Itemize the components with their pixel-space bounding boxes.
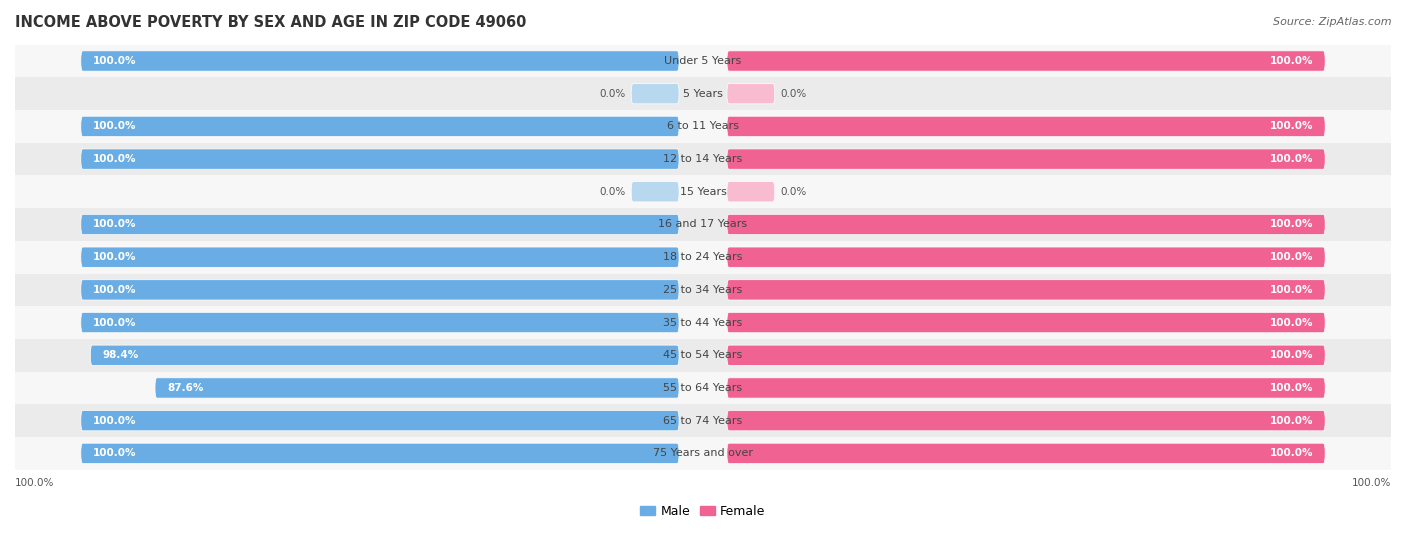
- Bar: [15, 143, 1391, 176]
- Bar: [15, 437, 1391, 470]
- Text: 100.0%: 100.0%: [93, 154, 136, 164]
- Text: 100.0%: 100.0%: [15, 478, 55, 488]
- FancyBboxPatch shape: [631, 182, 679, 202]
- Text: 98.4%: 98.4%: [103, 350, 139, 360]
- Text: 100.0%: 100.0%: [1270, 318, 1313, 328]
- Text: 100.0%: 100.0%: [1270, 383, 1313, 393]
- Bar: [15, 208, 1391, 241]
- FancyBboxPatch shape: [727, 443, 1326, 463]
- Text: 100.0%: 100.0%: [93, 56, 136, 66]
- Text: 100.0%: 100.0%: [93, 416, 136, 425]
- Bar: [15, 404, 1391, 437]
- FancyBboxPatch shape: [631, 83, 679, 104]
- Legend: Male, Female: Male, Female: [636, 500, 770, 523]
- Text: 35 to 44 Years: 35 to 44 Years: [664, 318, 742, 328]
- FancyBboxPatch shape: [727, 280, 1326, 300]
- FancyBboxPatch shape: [727, 247, 1326, 267]
- Text: 100.0%: 100.0%: [93, 220, 136, 230]
- FancyBboxPatch shape: [727, 83, 775, 104]
- Bar: [15, 77, 1391, 110]
- Text: 15 Years: 15 Years: [679, 187, 727, 197]
- Text: 100.0%: 100.0%: [1270, 448, 1313, 458]
- Text: INCOME ABOVE POVERTY BY SEX AND AGE IN ZIP CODE 49060: INCOME ABOVE POVERTY BY SEX AND AGE IN Z…: [15, 15, 526, 30]
- Text: 25 to 34 Years: 25 to 34 Years: [664, 285, 742, 295]
- FancyBboxPatch shape: [727, 51, 1326, 71]
- FancyBboxPatch shape: [90, 345, 679, 366]
- Text: 100.0%: 100.0%: [93, 448, 136, 458]
- Text: 100.0%: 100.0%: [1270, 56, 1313, 66]
- Text: 16 and 17 Years: 16 and 17 Years: [658, 220, 748, 230]
- Bar: [15, 176, 1391, 208]
- Text: 0.0%: 0.0%: [599, 187, 626, 197]
- Text: 87.6%: 87.6%: [167, 383, 204, 393]
- Text: 5 Years: 5 Years: [683, 89, 723, 99]
- FancyBboxPatch shape: [727, 116, 1326, 136]
- FancyBboxPatch shape: [727, 378, 1326, 398]
- Bar: [15, 273, 1391, 306]
- Bar: [15, 306, 1391, 339]
- Text: 65 to 74 Years: 65 to 74 Years: [664, 416, 742, 425]
- FancyBboxPatch shape: [80, 443, 679, 463]
- Text: 100.0%: 100.0%: [93, 285, 136, 295]
- FancyBboxPatch shape: [155, 378, 679, 398]
- Text: 100.0%: 100.0%: [93, 318, 136, 328]
- FancyBboxPatch shape: [80, 214, 679, 235]
- Bar: [15, 45, 1391, 77]
- Text: 100.0%: 100.0%: [93, 252, 136, 262]
- Text: 0.0%: 0.0%: [599, 89, 626, 99]
- Text: Source: ZipAtlas.com: Source: ZipAtlas.com: [1274, 17, 1392, 27]
- FancyBboxPatch shape: [727, 345, 1326, 366]
- Text: 100.0%: 100.0%: [1270, 252, 1313, 262]
- FancyBboxPatch shape: [80, 247, 679, 267]
- FancyBboxPatch shape: [80, 410, 679, 431]
- Text: 100.0%: 100.0%: [1351, 478, 1391, 488]
- Text: 0.0%: 0.0%: [780, 89, 807, 99]
- FancyBboxPatch shape: [80, 51, 679, 71]
- Text: 18 to 24 Years: 18 to 24 Years: [664, 252, 742, 262]
- FancyBboxPatch shape: [727, 149, 1326, 169]
- Bar: [15, 372, 1391, 404]
- FancyBboxPatch shape: [727, 410, 1326, 431]
- FancyBboxPatch shape: [727, 182, 775, 202]
- Text: 45 to 54 Years: 45 to 54 Years: [664, 350, 742, 360]
- Text: 12 to 14 Years: 12 to 14 Years: [664, 154, 742, 164]
- Text: 100.0%: 100.0%: [1270, 416, 1313, 425]
- Text: Under 5 Years: Under 5 Years: [665, 56, 741, 66]
- FancyBboxPatch shape: [80, 116, 679, 136]
- FancyBboxPatch shape: [727, 312, 1326, 333]
- Text: 55 to 64 Years: 55 to 64 Years: [664, 383, 742, 393]
- Text: 75 Years and over: 75 Years and over: [652, 448, 754, 458]
- FancyBboxPatch shape: [727, 214, 1326, 235]
- Bar: [15, 241, 1391, 273]
- Text: 6 to 11 Years: 6 to 11 Years: [666, 121, 740, 131]
- FancyBboxPatch shape: [80, 280, 679, 300]
- Text: 100.0%: 100.0%: [1270, 350, 1313, 360]
- Bar: [15, 339, 1391, 372]
- FancyBboxPatch shape: [80, 149, 679, 169]
- FancyBboxPatch shape: [80, 312, 679, 333]
- Text: 100.0%: 100.0%: [93, 121, 136, 131]
- Text: 100.0%: 100.0%: [1270, 285, 1313, 295]
- Bar: [15, 110, 1391, 143]
- Text: 100.0%: 100.0%: [1270, 220, 1313, 230]
- Text: 100.0%: 100.0%: [1270, 121, 1313, 131]
- Text: 0.0%: 0.0%: [780, 187, 807, 197]
- Text: 100.0%: 100.0%: [1270, 154, 1313, 164]
